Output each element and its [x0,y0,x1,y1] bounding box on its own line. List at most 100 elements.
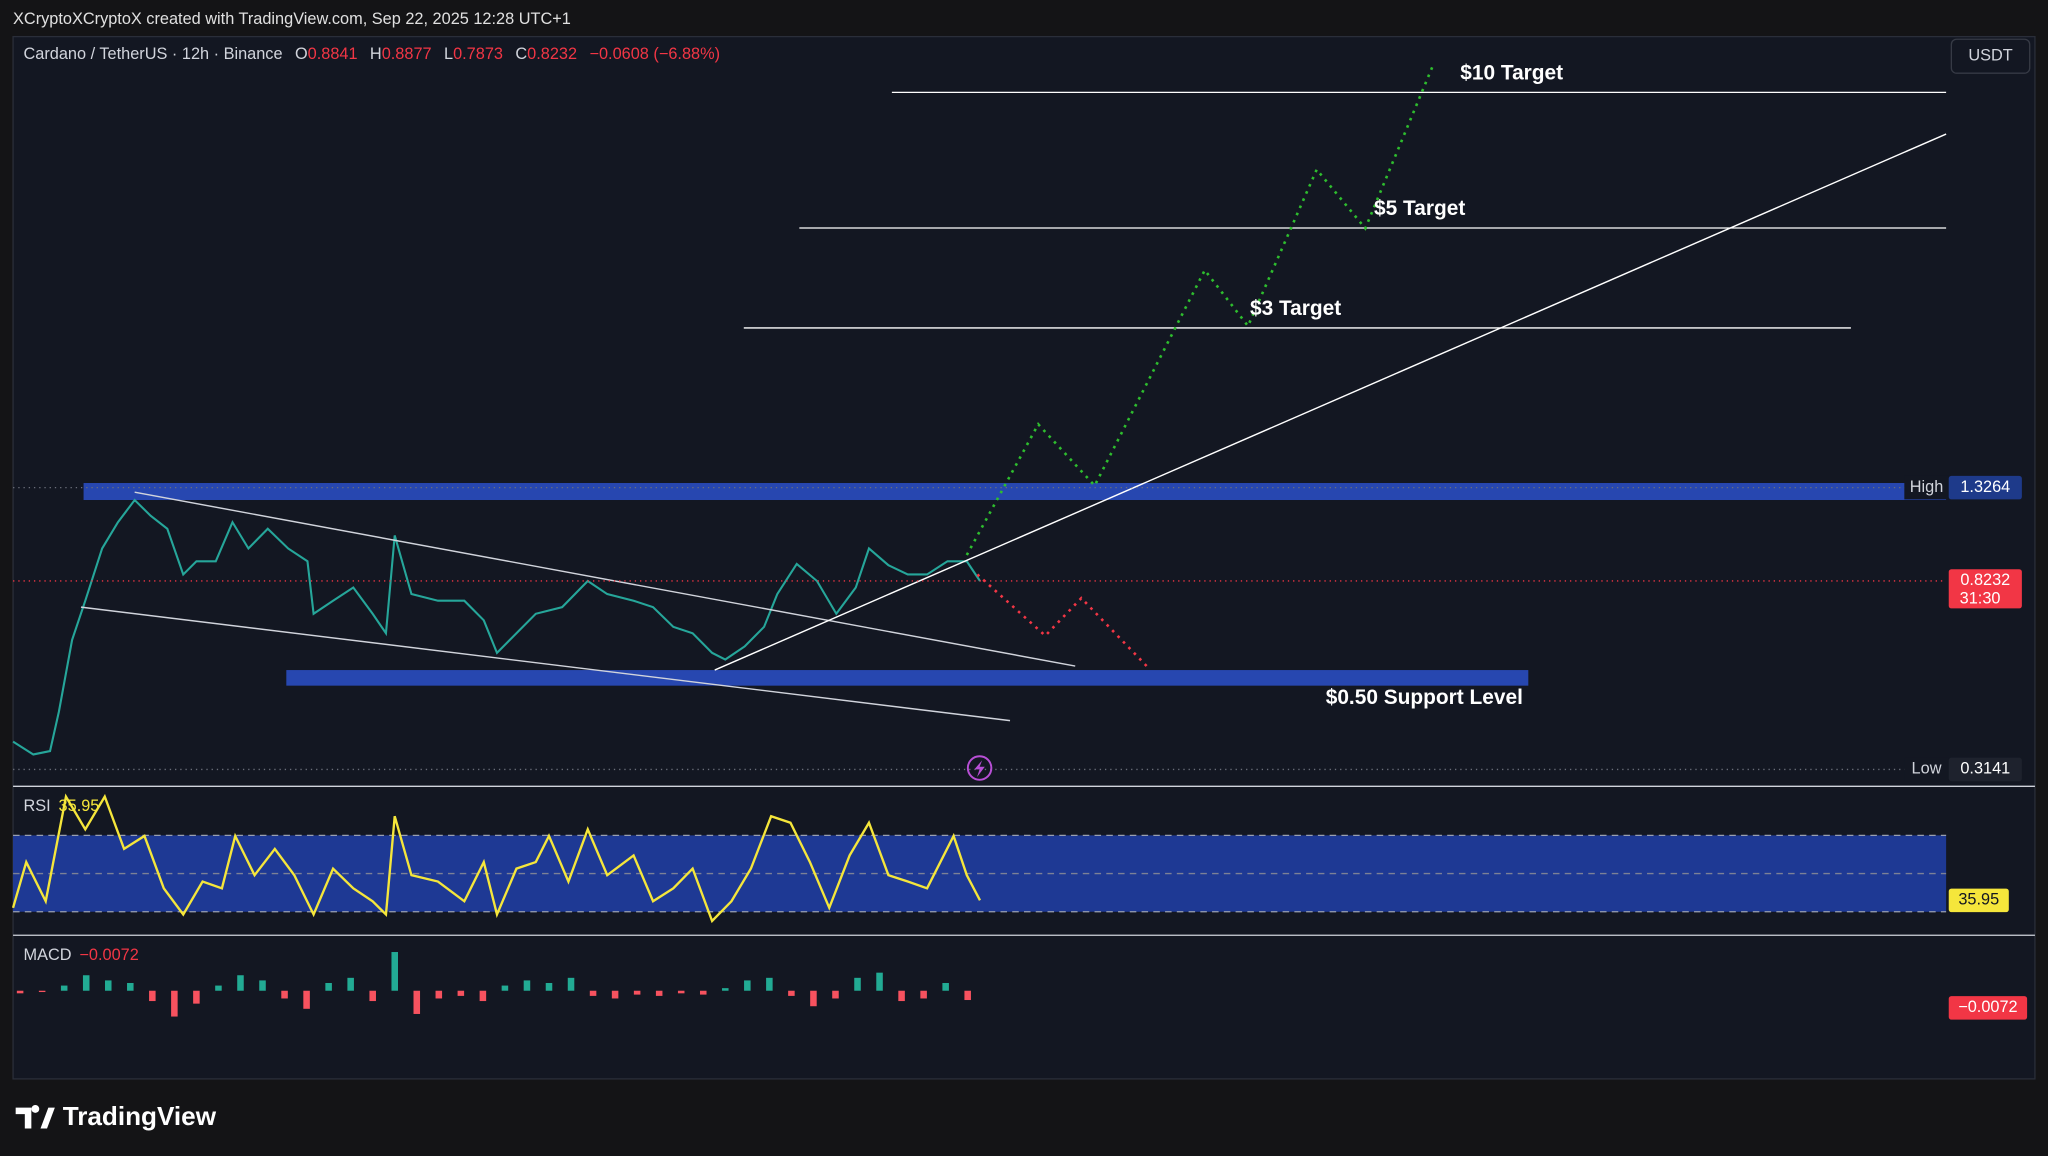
brand-name: TradingView [63,1101,217,1131]
macd-bar [898,990,905,1002]
macd-bar [523,980,531,991]
chart-pane [12,35,2036,1080]
ohlc-key: O [295,45,308,63]
macd-bar [832,990,839,999]
macd-bar [633,990,641,995]
macd-bar [281,990,288,999]
ohlc-value: 0.7873 [453,45,503,63]
macd-bar [237,975,244,991]
macd-bar [149,990,156,1002]
rsi-line [11,793,982,924]
brand: TradingView [15,1101,217,1131]
macd-bar [479,990,487,1002]
projection [965,64,1435,556]
ohlc-value: 0.8841 [308,45,358,63]
ohlc-value: 0.8232 [527,45,577,63]
macd-bar [942,982,949,991]
ohlc-key: C [515,45,527,63]
series-layer [11,498,982,1017]
price-level-tag [1904,475,1949,500]
labels-layer: $10 Target $5 Target $3 Target $0.50 Suppor… [1250,62,1563,710]
macd-bar [876,972,883,991]
zone [286,670,1529,686]
rsi-badge-value: 35.95 [1958,891,1999,909]
macd-bar [457,990,465,996]
currency[interactable]: USDT [1968,47,2012,65]
macd-bar [964,990,971,1001]
macd-value: −0.0072 [79,946,138,964]
trendline [80,606,1011,722]
credit: XCryptoXCryptoX created with TradingView… [13,10,571,28]
rsi-badge [1948,888,2009,913]
macd-legend: MACD −0.0072 [24,946,139,964]
macd-bar [369,990,376,1002]
macd-name: MACD [24,946,72,964]
macd-bar [788,990,795,996]
macd-bar [303,990,310,1009]
annotation-label: $5 Target [1374,197,1465,220]
macd-bar [589,990,597,996]
brand-logo [15,1105,55,1129]
macd-bar [766,977,773,991]
symbol: Cardano / TetherUS · 12h · Binance [24,45,283,63]
symbol-legend: Cardano / TetherUS · 12h · Binance O0.88… [24,45,721,63]
rsi-name: RSI [24,798,51,816]
event-icon[interactable] [966,755,993,781]
macd-bar [104,980,112,991]
trendline [714,133,1947,671]
currency-button[interactable] [1950,38,2031,74]
rsi-value: 35.95 [59,798,100,816]
macd-bar [413,990,421,1014]
annotation-label: $10 Target [1460,62,1563,85]
ohlc-key: L [444,45,453,63]
macd-bar [722,988,729,991]
countdown: 31:30 [1960,590,2001,608]
price-level-value: 1.3264 [1960,478,2010,496]
macd-bar [920,990,927,999]
ohlc-value: 0.8877 [382,45,432,63]
last-price-value: 0.8232 [1960,571,2010,589]
macd-bar [545,982,553,991]
price-level-name: Low [1912,760,1942,778]
macd-bar [501,985,509,991]
macd-bar [435,990,443,999]
macd-bar [347,977,354,991]
last-price-badge [1948,569,2022,609]
macd-bar [699,990,707,995]
annotation-label: $3 Target [1250,297,1341,320]
macd-bar [259,980,266,991]
macd-bar [325,982,332,991]
macd-bar [854,977,861,991]
macd-bar [193,990,200,1004]
projection [976,573,1148,667]
annotation-label: $0.50 Support Level [1326,686,1523,709]
macd-bar [655,990,663,996]
price-level-badge [1948,475,2022,500]
price-level-badge [1948,757,2022,782]
macd-badge-value: −0.0072 [1958,998,2017,1016]
ohlc-key: H [370,45,382,63]
price-line [12,498,981,756]
price-level-tag [1904,757,1949,782]
rsi-legend: RSI 35.95 [24,798,100,816]
zones-layer [13,483,1947,913]
zone [83,483,1947,501]
macd-bar [82,975,90,991]
price-level-name: High [1910,478,1944,496]
macd-bar [38,990,46,993]
macd-bar [215,985,222,991]
event-bolt [974,760,985,778]
macd-bar [60,985,68,991]
macd-bar [391,952,399,991]
macd-bar [744,980,751,991]
change: −0.0608 (−6.88%) [589,45,720,63]
macd-bar [567,977,575,991]
macd-bar [127,982,134,991]
macd-bar [611,990,619,999]
macd-badge [1948,996,2028,1020]
macd-bar [810,990,817,1007]
macd-bar [677,990,685,994]
